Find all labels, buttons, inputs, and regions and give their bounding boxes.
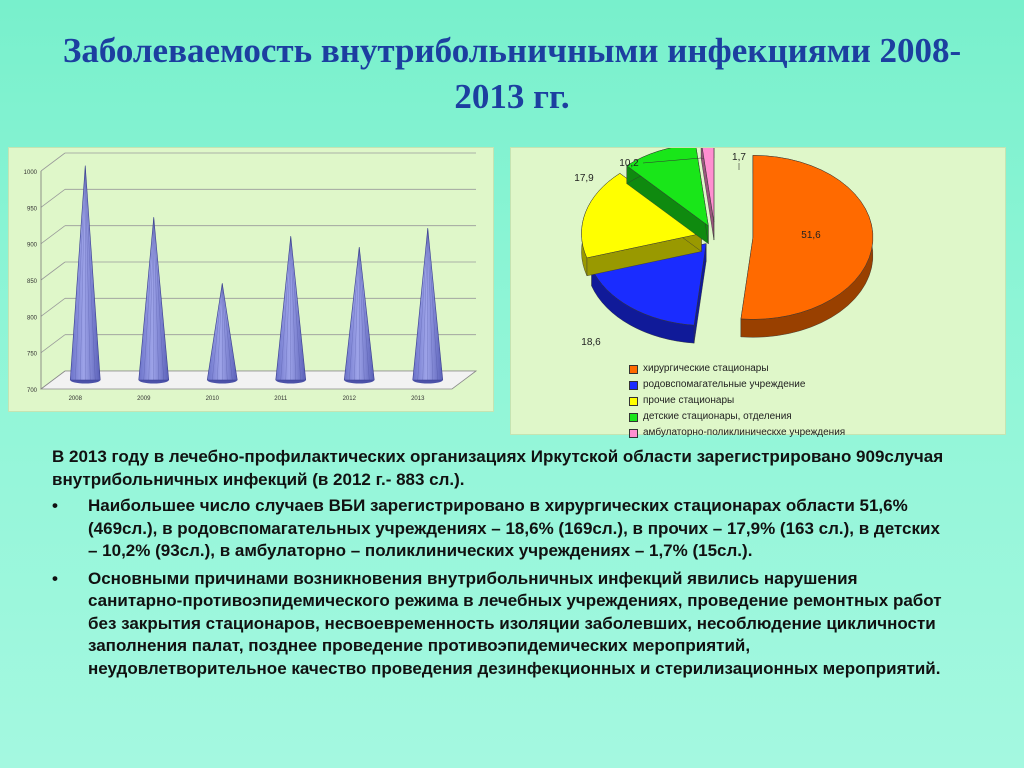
legend-item: хирургические стационары [629,361,845,377]
slice-value-label: 51,6 [801,230,821,241]
cone-hatch [349,247,360,381]
y-tick-label: 900 [27,243,38,249]
slice-value-label: 10,2 [619,158,639,169]
pie-slice [626,144,709,245]
y-tick-label: 750 [27,352,38,358]
slice-top [581,173,703,259]
cone-hatch [153,217,164,381]
grid-depth-line [40,189,66,208]
legend-swatch [629,364,638,374]
cone-hatch [417,228,428,381]
x-tick-label: 2013 [411,396,425,402]
x-tick-label: 2009 [137,396,151,402]
leader-line [642,157,702,164]
grid-depth-line [40,334,66,353]
y-tick-label: 1000 [24,170,38,176]
bullet-item: Основными причинами возникновения внутри… [52,568,952,681]
slice-value-label: 18,6 [581,337,601,348]
pie-chart: 51,6 18,6 17,9 10,2 1,7 [574,139,874,348]
y-tick-label: 950 [27,206,38,212]
legend-label: родовспомагательные учреждение [643,379,806,390]
cone-hatch [143,217,154,381]
cone-hatch [427,228,438,381]
intro-paragraph: В 2013 году в лечебно-профилактических о… [52,447,944,489]
cone-hatch [354,247,360,381]
cone-hatch [359,247,365,381]
pie-slice [740,155,874,338]
legend-swatch [629,412,638,422]
cone-hatch [427,228,433,381]
cone-hatch [148,217,154,381]
cone-hatch [359,247,370,381]
grid-depth-line [40,152,66,172]
cone-hatch [212,283,223,381]
legend-label: детские стационары, отделения [643,411,792,422]
cone-hatch [80,165,86,381]
pie-legend: хирургические стационары родовспомагатель… [629,361,845,441]
bullet-list: Наибольшее число случаев ВБИ зарегистрир… [52,495,952,680]
cone-hatch [222,283,233,381]
cone-hatch [153,217,159,381]
cone-chart: 700 750 800 850 900 950 1000 2008 2009 2010 2011 20… [24,152,478,402]
legend-item: родовспомагательные учреждение [629,377,845,393]
chart-floor [39,370,478,390]
legend-swatch [629,380,638,390]
x-tick-label: 2011 [274,396,288,402]
legend-swatch [629,428,638,438]
legend-swatch [629,396,638,406]
bullet-item: Наибольшее число случаев ВБИ зарегистрир… [52,495,952,563]
cone-hatch [422,228,428,381]
legend-label: амбулаторно-поликлиническхе учреждения [643,427,846,438]
x-tick-label: 2012 [343,396,357,402]
cone-hatch [75,165,86,381]
pie-chart-panel: 51,6 18,6 17,9 10,2 1,7 хирургические стацио… [510,139,1006,438]
y-tick-label: 800 [27,315,38,321]
cone-hatch [85,165,96,381]
cone-hatch [280,236,291,381]
page-title: Заболеваемость внутрибольничными инфекци… [62,31,962,116]
slice-value-label: 17,9 [574,173,594,184]
grid-depth-line [40,298,66,317]
legend-item: детские стационары, отделения [629,409,845,425]
cone-hatch [222,283,228,381]
cone-hatch [290,236,296,381]
grid-depth-line [40,225,66,244]
text-block: В 2013 году в лечебно-профилактических о… [52,446,952,685]
cone-hatch [290,236,301,381]
y-tick-label: 700 [27,388,38,394]
legend-item: прочие стационары [629,393,845,409]
cone-hatch [85,165,91,381]
legend-label: хирургические стационары [643,363,769,374]
cone-hatch [285,236,291,381]
cone-hatch [217,283,223,381]
slice-top [740,155,874,320]
slice-value-label: 1,7 [732,152,746,163]
legend-item: амбулаторно-поликлиническхе учреждения [629,425,845,441]
legend-label: прочие стационары [643,395,735,406]
x-tick-label: 2008 [69,396,83,402]
x-tick-label: 2010 [206,396,220,402]
y-tick-label: 850 [27,279,38,285]
cone-chart-panel: 700 750 800 850 900 950 1000 2008 2009 2010 2011 20… [8,147,494,412]
grid-depth-line [40,261,66,281]
